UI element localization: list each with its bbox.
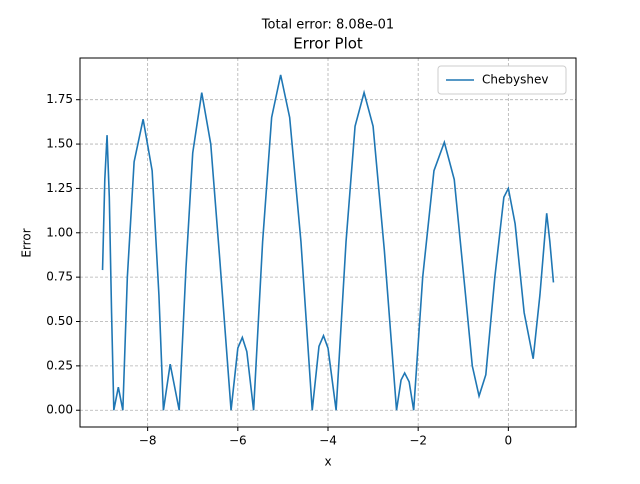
line-series (101, 74, 555, 411)
y-tick-label: 0.25 (46, 358, 73, 372)
y-tick-label: 0.75 (46, 270, 73, 284)
x-tick-label: −8 (139, 434, 157, 448)
legend-label: Chebyshev (482, 73, 548, 87)
y-tick-label: 1.50 (46, 137, 73, 151)
y-tick-label: 0.00 (46, 403, 73, 417)
chart-title: Error Plot (293, 35, 363, 53)
plot-frame (79, 57, 577, 428)
suptitle: Total error: 8.08e-01 (261, 18, 394, 33)
y-tick-label: 1.00 (46, 225, 73, 239)
y-tick-label: 1.75 (46, 92, 73, 106)
y-tick-label: 0.50 (46, 314, 73, 328)
y-tick-label: 1.25 (46, 181, 73, 195)
x-tick-label: −4 (319, 434, 337, 448)
legend-box (437, 65, 567, 95)
y-axis-label: Error (20, 228, 34, 257)
x-axis-label: x (324, 455, 331, 469)
x-tick-label: −6 (229, 434, 247, 448)
x-tick-label: 0 (505, 434, 513, 448)
x-tick-label: −2 (409, 434, 427, 448)
